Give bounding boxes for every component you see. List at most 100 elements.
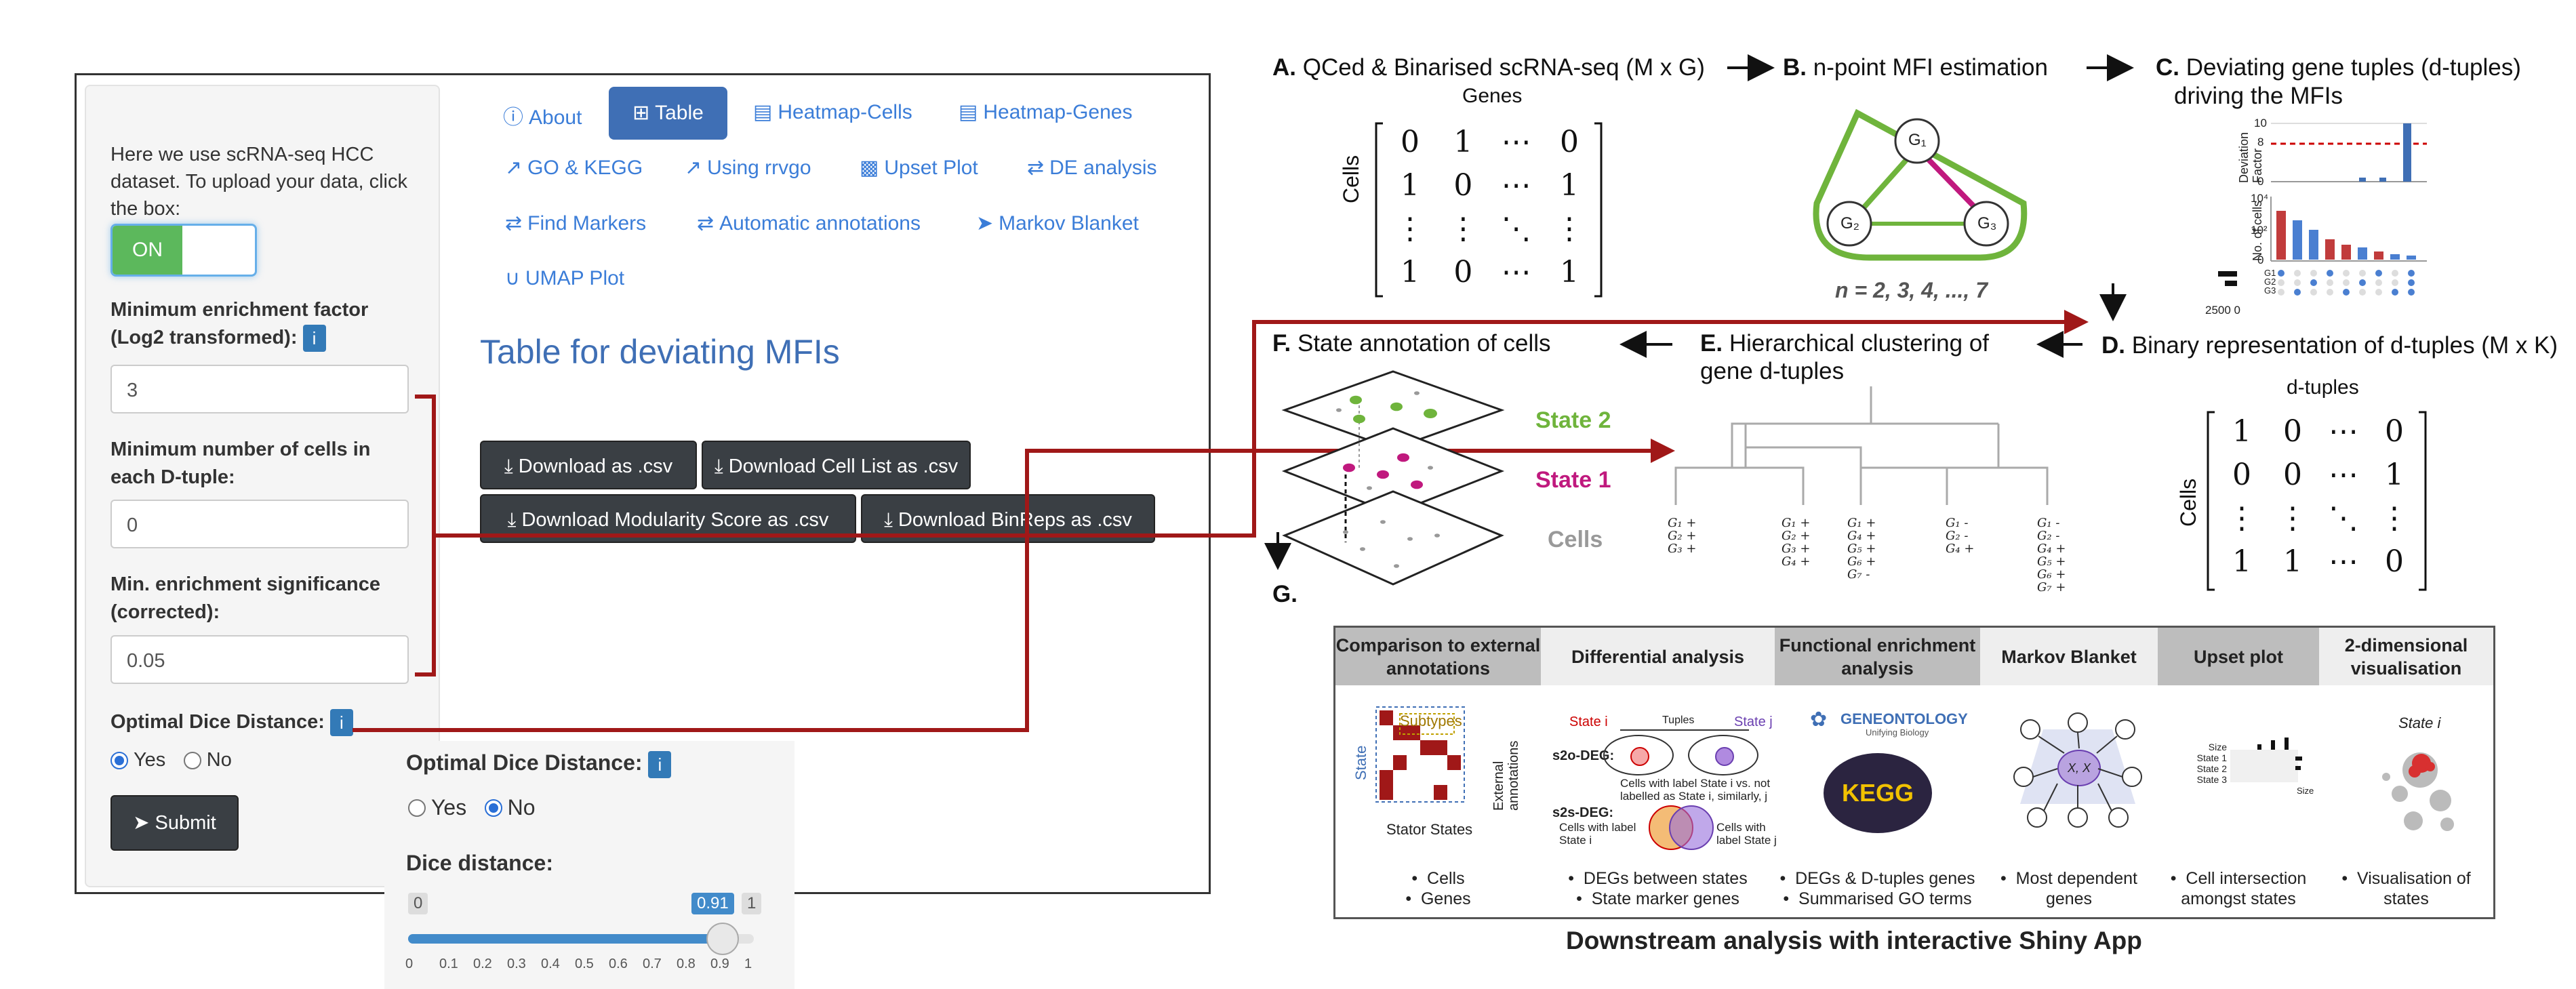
upset-mini-plot xyxy=(2230,738,2302,782)
tab-de-analysis[interactable]: ⇄ DE analysis xyxy=(1027,156,1157,180)
set-label: G1 xyxy=(2264,268,2276,278)
min-cells-input[interactable]: 0 xyxy=(110,500,409,548)
min-enrichment-label: Minimum enrichment factor (Log2 transfor… xyxy=(110,296,409,352)
set-dot xyxy=(2278,289,2285,296)
slider-fill xyxy=(408,934,723,944)
panel-f-title-text: State annotation of cells xyxy=(1297,330,1551,357)
panel-letter: E. xyxy=(1700,330,1723,357)
dice-popup-panel: Optimal Dice Distance: i Yes No Dice dis… xyxy=(384,741,794,989)
matrix-row: ⋮ ⋮ ⋱ ⋮ xyxy=(2218,497,2418,540)
download-cell-list-button[interactable]: ⤓ Download Cell List as .csv xyxy=(702,441,971,489)
tab-about[interactable]: ⓘ About xyxy=(503,100,582,130)
tab-heatmap-genes[interactable]: ▤ Heatmap-Genes xyxy=(959,100,1132,124)
popup-radio-yes-label: Yes xyxy=(431,795,467,820)
markov-center-node: X, X xyxy=(2057,750,2101,786)
matrix-cell: 1 xyxy=(1559,168,1579,203)
intro-text: Here we use scRNA-seq HCC dataset. To up… xyxy=(110,144,407,220)
matrix-cell: 1 xyxy=(2232,544,2251,579)
set-dot xyxy=(2343,270,2350,277)
set-dot xyxy=(2375,270,2382,277)
min-enrichment-input[interactable]: 3 xyxy=(110,365,409,413)
tab-automatic-annotations[interactable]: ⇄ Automatic annotations xyxy=(697,211,921,235)
set-row-labels: G1 G2 G3 xyxy=(2264,268,2276,295)
markov-graph xyxy=(2013,712,2142,828)
leaf-gene: G₆ + xyxy=(1847,554,1876,569)
set-dot xyxy=(2408,270,2415,277)
slider-handle[interactable] xyxy=(706,923,740,955)
tab-upset-plot[interactable]: ▩ Upset Plot xyxy=(860,156,978,180)
cell-dot xyxy=(1336,408,1342,412)
matrix-cell: 1 xyxy=(1401,168,1420,203)
download-icon: ⤓ xyxy=(884,509,893,531)
tick: 8 xyxy=(2257,136,2264,148)
info-icon[interactable]: i xyxy=(302,325,326,352)
cell-dot xyxy=(1343,530,1348,534)
tab-table[interactable]: ⊞ Table xyxy=(609,87,727,140)
info-icon[interactable]: i xyxy=(648,750,672,778)
mfi-triangle xyxy=(1813,108,2028,261)
tab-label: Using rrvgo xyxy=(707,157,811,179)
tab-heatmap-cells[interactable]: ▤ Heatmap-Cells xyxy=(753,100,912,124)
download-icon: ⤓ xyxy=(714,456,723,477)
set-dot xyxy=(2310,279,2317,286)
set-dot xyxy=(2278,279,2285,286)
tick: 0 xyxy=(2257,175,2264,188)
s2s-left-text: Cells with label State i xyxy=(1559,821,1636,847)
s2o-description: Cells with label State i vs. not labelle… xyxy=(1620,777,1771,803)
matrix-row: 1 0 ⋯ 0 xyxy=(2218,410,2418,453)
tab-find-markers[interactable]: ⇄ Find Markers xyxy=(505,211,646,235)
tab-markov-blanket[interactable]: ➤ Markov Blanket xyxy=(976,211,1139,235)
popup-radio-yes[interactable] xyxy=(408,799,426,817)
matrix-cell: ⋯ xyxy=(2329,544,2358,579)
min-significance-input[interactable]: 0.05 xyxy=(110,635,409,684)
submit-button[interactable]: ➤ Submit xyxy=(110,795,239,851)
tab-using-rrvgo[interactable]: ↗ Using rrvgo xyxy=(685,156,811,180)
leaf-gene: G₄ + xyxy=(2037,542,2066,556)
footer-text: DEGs between states xyxy=(1583,869,1748,888)
cell-dot xyxy=(1350,395,1362,405)
leaf-gene: G₂ + xyxy=(1782,529,1811,543)
matrix-row: ⋮ ⋮ ⋱ ⋮ xyxy=(1386,207,1593,251)
leaf-gene: G₃ + xyxy=(1668,542,1697,556)
cell-count-bar xyxy=(2390,254,2400,260)
popup-dice-label-text: Optimal Dice Distance: xyxy=(406,750,643,775)
set-dot xyxy=(2392,289,2398,296)
footer-item: • Most dependent genes xyxy=(2000,869,2137,908)
upset-row-labels: Size State 1 State 2 State 3 xyxy=(2179,742,2227,785)
matrix-d-cols-label: d-tuples xyxy=(2287,376,2359,399)
table-title: Table for deviating MFIs xyxy=(480,333,840,371)
min-enrichment-label-text: Minimum enrichment factor (Log2 transfor… xyxy=(110,299,369,348)
layer-label-cells: Cells xyxy=(1548,527,1603,552)
tab-label: Table xyxy=(655,102,704,124)
radio-no[interactable] xyxy=(183,751,201,769)
slider-tick-label: 0.6 xyxy=(609,956,628,971)
downstream-caption: Downstream analysis with interactive Shi… xyxy=(1566,927,2142,954)
tab-umap-plot[interactable]: ∪ UMAP Plot xyxy=(505,266,624,290)
tick: 10 xyxy=(2254,117,2267,129)
slider-tick-label: 0.8 xyxy=(677,956,696,971)
popup-radio-no-label: No xyxy=(507,795,536,820)
leaf-gene: G₆ + xyxy=(2037,567,2066,582)
toggle-on-label: ON xyxy=(113,226,182,275)
download-csv-button[interactable]: ⤓ Download as .csv xyxy=(480,441,697,489)
radio-yes[interactable] xyxy=(110,751,128,769)
dendrogram-leaf: G₁ + G₄ + G₅ + G₆ + G₇ - xyxy=(1847,517,1876,581)
set-dot xyxy=(2294,270,2301,277)
deviation-bar xyxy=(2379,178,2386,182)
matrix-cell: 1 xyxy=(2283,544,2302,579)
slider-tick-label: 0.1 xyxy=(439,956,458,971)
upload-toggle[interactable]: ON xyxy=(110,224,257,277)
tuples-label: Tuples xyxy=(1662,714,1695,726)
panel-e-title: E. Hierarchical clustering of xyxy=(1700,330,1989,357)
popup-radio-no[interactable] xyxy=(484,799,502,817)
s2o-ellipse-i xyxy=(1603,735,1674,775)
matrix-cell: ⋯ xyxy=(2329,414,2358,449)
matrix-row: 1 0 ⋯ 1 xyxy=(1386,251,1593,294)
slider-tick-label: 0.5 xyxy=(575,956,594,971)
dendrogram xyxy=(1674,386,2049,505)
tab-go-kegg[interactable]: ↗ GO & KEGG xyxy=(505,156,643,180)
info-icon[interactable]: i xyxy=(329,709,353,737)
set-dot xyxy=(2278,270,2285,277)
cell-count-bar xyxy=(2293,220,2302,260)
dendrogram-leaf: G₁ - G₂ - G₄ + xyxy=(1946,517,1974,555)
